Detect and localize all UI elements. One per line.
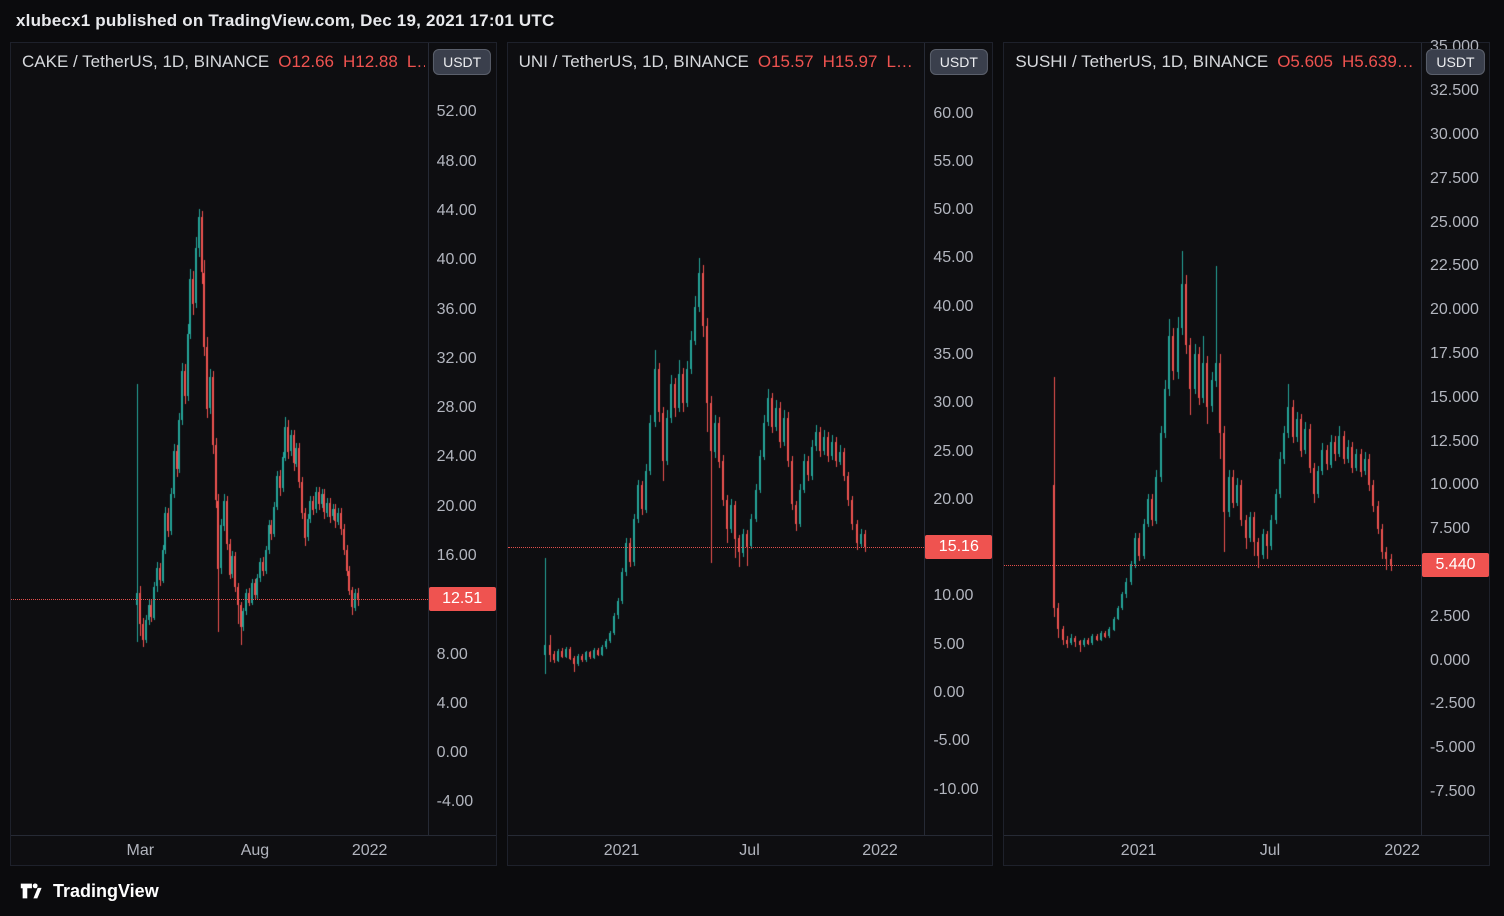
candles-canvas <box>11 43 428 835</box>
publish-info-bar: xlubecx1 published on TradingView.com, D… <box>0 0 1504 42</box>
chart-panel-sushi: SUSHI / TetherUS, 1D, BINANCE O5.605 H5.… <box>1003 38 1490 866</box>
publish-info-text: xlubecx1 published on TradingView.com, D… <box>16 11 555 30</box>
ohlc-open: O5.605 <box>1277 52 1333 71</box>
price-tick-label: -7.500 <box>1429 783 1476 801</box>
footer-bar: TradingView <box>0 866 1504 916</box>
price-tick-label: -4.00 <box>436 793 474 811</box>
time-axis[interactable]: 2021 Jul 2022 <box>1004 835 1489 865</box>
tradingview-wordmark[interactable]: TradingView <box>53 880 159 901</box>
price-tick-label: 40.00 <box>933 297 974 315</box>
ohlc-high: H15.97 <box>822 52 878 71</box>
plot-area[interactable]: CAKE / TetherUS, 1D, BINANCE O12.66 H12.… <box>11 43 428 835</box>
price-tick-label: -5.00 <box>933 732 970 750</box>
price-axis[interactable]: USDT 12.51 52.00 48.00 44.00 40.00 36.00 32.0… <box>427 43 496 835</box>
price-tick-label: 30.000 <box>1429 125 1479 143</box>
ohlc-high: H12.88 <box>342 52 398 71</box>
ohlc-open: O15.57 <box>757 52 814 71</box>
ohlc-rest: L… <box>406 52 425 71</box>
price-tick-label: 28.00 <box>436 399 477 417</box>
ohlc-high: H5.639… <box>1341 52 1414 71</box>
last-price-line <box>507 546 925 548</box>
last-price-label: 15.16 <box>925 534 993 559</box>
currency-toggle-button[interactable]: USDT <box>1426 49 1485 75</box>
chart-header: UNI / TetherUS, 1D, BINANCE O15.57 H15.9… <box>519 52 913 72</box>
price-tick-label: 2.500 <box>1429 607 1471 625</box>
last-price-line <box>11 598 428 600</box>
price-tick-label: 20.00 <box>436 497 477 515</box>
time-axis-label: 2021 <box>603 842 640 859</box>
price-tick-label: -5.000 <box>1429 739 1476 757</box>
price-tick-label: 5.00 <box>933 635 965 653</box>
price-tick-label: 0.00 <box>436 744 468 762</box>
symbol-title: SUSHI / TetherUS, 1D, BINANCE <box>1015 52 1269 71</box>
chart-panel-cake: CAKE / TetherUS, 1D, BINANCE O12.66 H12.… <box>10 42 497 866</box>
price-tick-label: 25.000 <box>1429 213 1479 231</box>
chart-header: CAKE / TetherUS, 1D, BINANCE O12.66 H12.… <box>22 52 425 72</box>
ohlc-open: O12.66 <box>278 52 334 71</box>
price-tick-label: 52.00 <box>436 103 477 121</box>
time-axis-label: Mar <box>126 842 155 859</box>
time-axis[interactable]: Mar Aug 2022 <box>11 835 496 865</box>
price-tick-label: 35.00 <box>933 345 974 363</box>
price-axis[interactable]: USDT 15.16 60.00 55.00 50.00 45.00 40.00 35.0… <box>924 43 993 835</box>
price-tick-label: 16.00 <box>436 546 477 564</box>
price-tick-label: 8.00 <box>436 645 468 663</box>
currency-toggle-button[interactable]: USDT <box>929 49 988 75</box>
time-axis-label: Jul <box>1259 842 1281 859</box>
price-tick-label: 45.00 <box>933 249 974 267</box>
price-tick-label: 40.00 <box>436 251 477 269</box>
last-price-line <box>1004 565 1421 567</box>
time-axis[interactable]: 2021 Jul 2022 <box>507 835 993 865</box>
price-tick-label: 44.00 <box>436 202 477 220</box>
price-tick-label: 0.00 <box>933 684 965 702</box>
price-tick-label: 50.00 <box>933 201 974 219</box>
symbol-title: UNI / TetherUS, 1D, BINANCE <box>518 52 749 71</box>
price-tick-label: 27.500 <box>1429 169 1479 187</box>
currency-toggle-button[interactable]: USDT <box>433 49 492 75</box>
time-axis-label: 2022 <box>1384 842 1420 859</box>
price-tick-label: 4.00 <box>436 694 468 712</box>
price-tick-label: 10.00 <box>933 587 974 605</box>
price-tick-label: 32.500 <box>1429 82 1479 100</box>
price-tick-label: 25.00 <box>933 442 974 460</box>
price-tick-label: 36.00 <box>436 300 477 318</box>
price-tick-label: 30.00 <box>933 394 974 412</box>
chart-header: SUSHI / TetherUS, 1D, BINANCE O5.605 H5.… <box>1015 52 1418 72</box>
candles-canvas <box>1004 43 1421 835</box>
price-axis[interactable]: USDT 5.440 35.000 32.500 30.000 27.500 25.00… <box>1420 38 1489 835</box>
price-tick-label: 0.000 <box>1429 651 1471 669</box>
price-tick-label: 20.00 <box>933 490 974 508</box>
time-axis-label: 2021 <box>1120 842 1157 859</box>
price-tick-label: 7.500 <box>1429 520 1471 538</box>
price-tick-label: 60.00 <box>933 104 974 122</box>
plot-area[interactable]: UNI / TetherUS, 1D, BINANCE O15.57 H15.9… <box>507 43 925 835</box>
price-tick-label: 20.000 <box>1429 301 1479 319</box>
charts-area: CAKE / TetherUS, 1D, BINANCE O12.66 H12.… <box>0 38 1504 866</box>
time-axis-label: Aug <box>240 842 270 859</box>
candles-canvas <box>507 43 925 835</box>
ohlc-rest: L… <box>886 52 913 71</box>
price-tick-label: 55.00 <box>933 152 974 170</box>
price-tick-label: 22.500 <box>1429 257 1479 275</box>
price-tick-label: 12.500 <box>1429 432 1479 450</box>
price-tick-label: 10.000 <box>1429 476 1479 494</box>
price-tick-label: -10.00 <box>933 780 979 798</box>
time-axis-label: 2022 <box>351 842 388 859</box>
price-tick-label: -2.500 <box>1429 695 1476 713</box>
tradingview-logo-icon[interactable] <box>18 878 44 904</box>
time-axis-label: Jul <box>739 842 760 859</box>
last-price-label: 5.440 <box>1421 553 1489 578</box>
symbol-title: CAKE / TetherUS, 1D, BINANCE <box>22 52 270 71</box>
plot-area[interactable]: SUSHI / TetherUS, 1D, BINANCE O5.605 H5.… <box>1004 43 1421 835</box>
price-tick-label: 17.500 <box>1429 345 1479 363</box>
price-tick-label: 48.00 <box>436 152 477 170</box>
last-price-label: 12.51 <box>428 586 496 611</box>
price-tick-label: 15.000 <box>1429 388 1479 406</box>
time-axis-label: 2022 <box>862 842 898 859</box>
price-tick-label: 24.00 <box>436 448 477 466</box>
price-tick-label: 32.00 <box>436 349 477 367</box>
chart-panel-uni: UNI / TetherUS, 1D, BINANCE O15.57 H15.9… <box>506 42 994 866</box>
